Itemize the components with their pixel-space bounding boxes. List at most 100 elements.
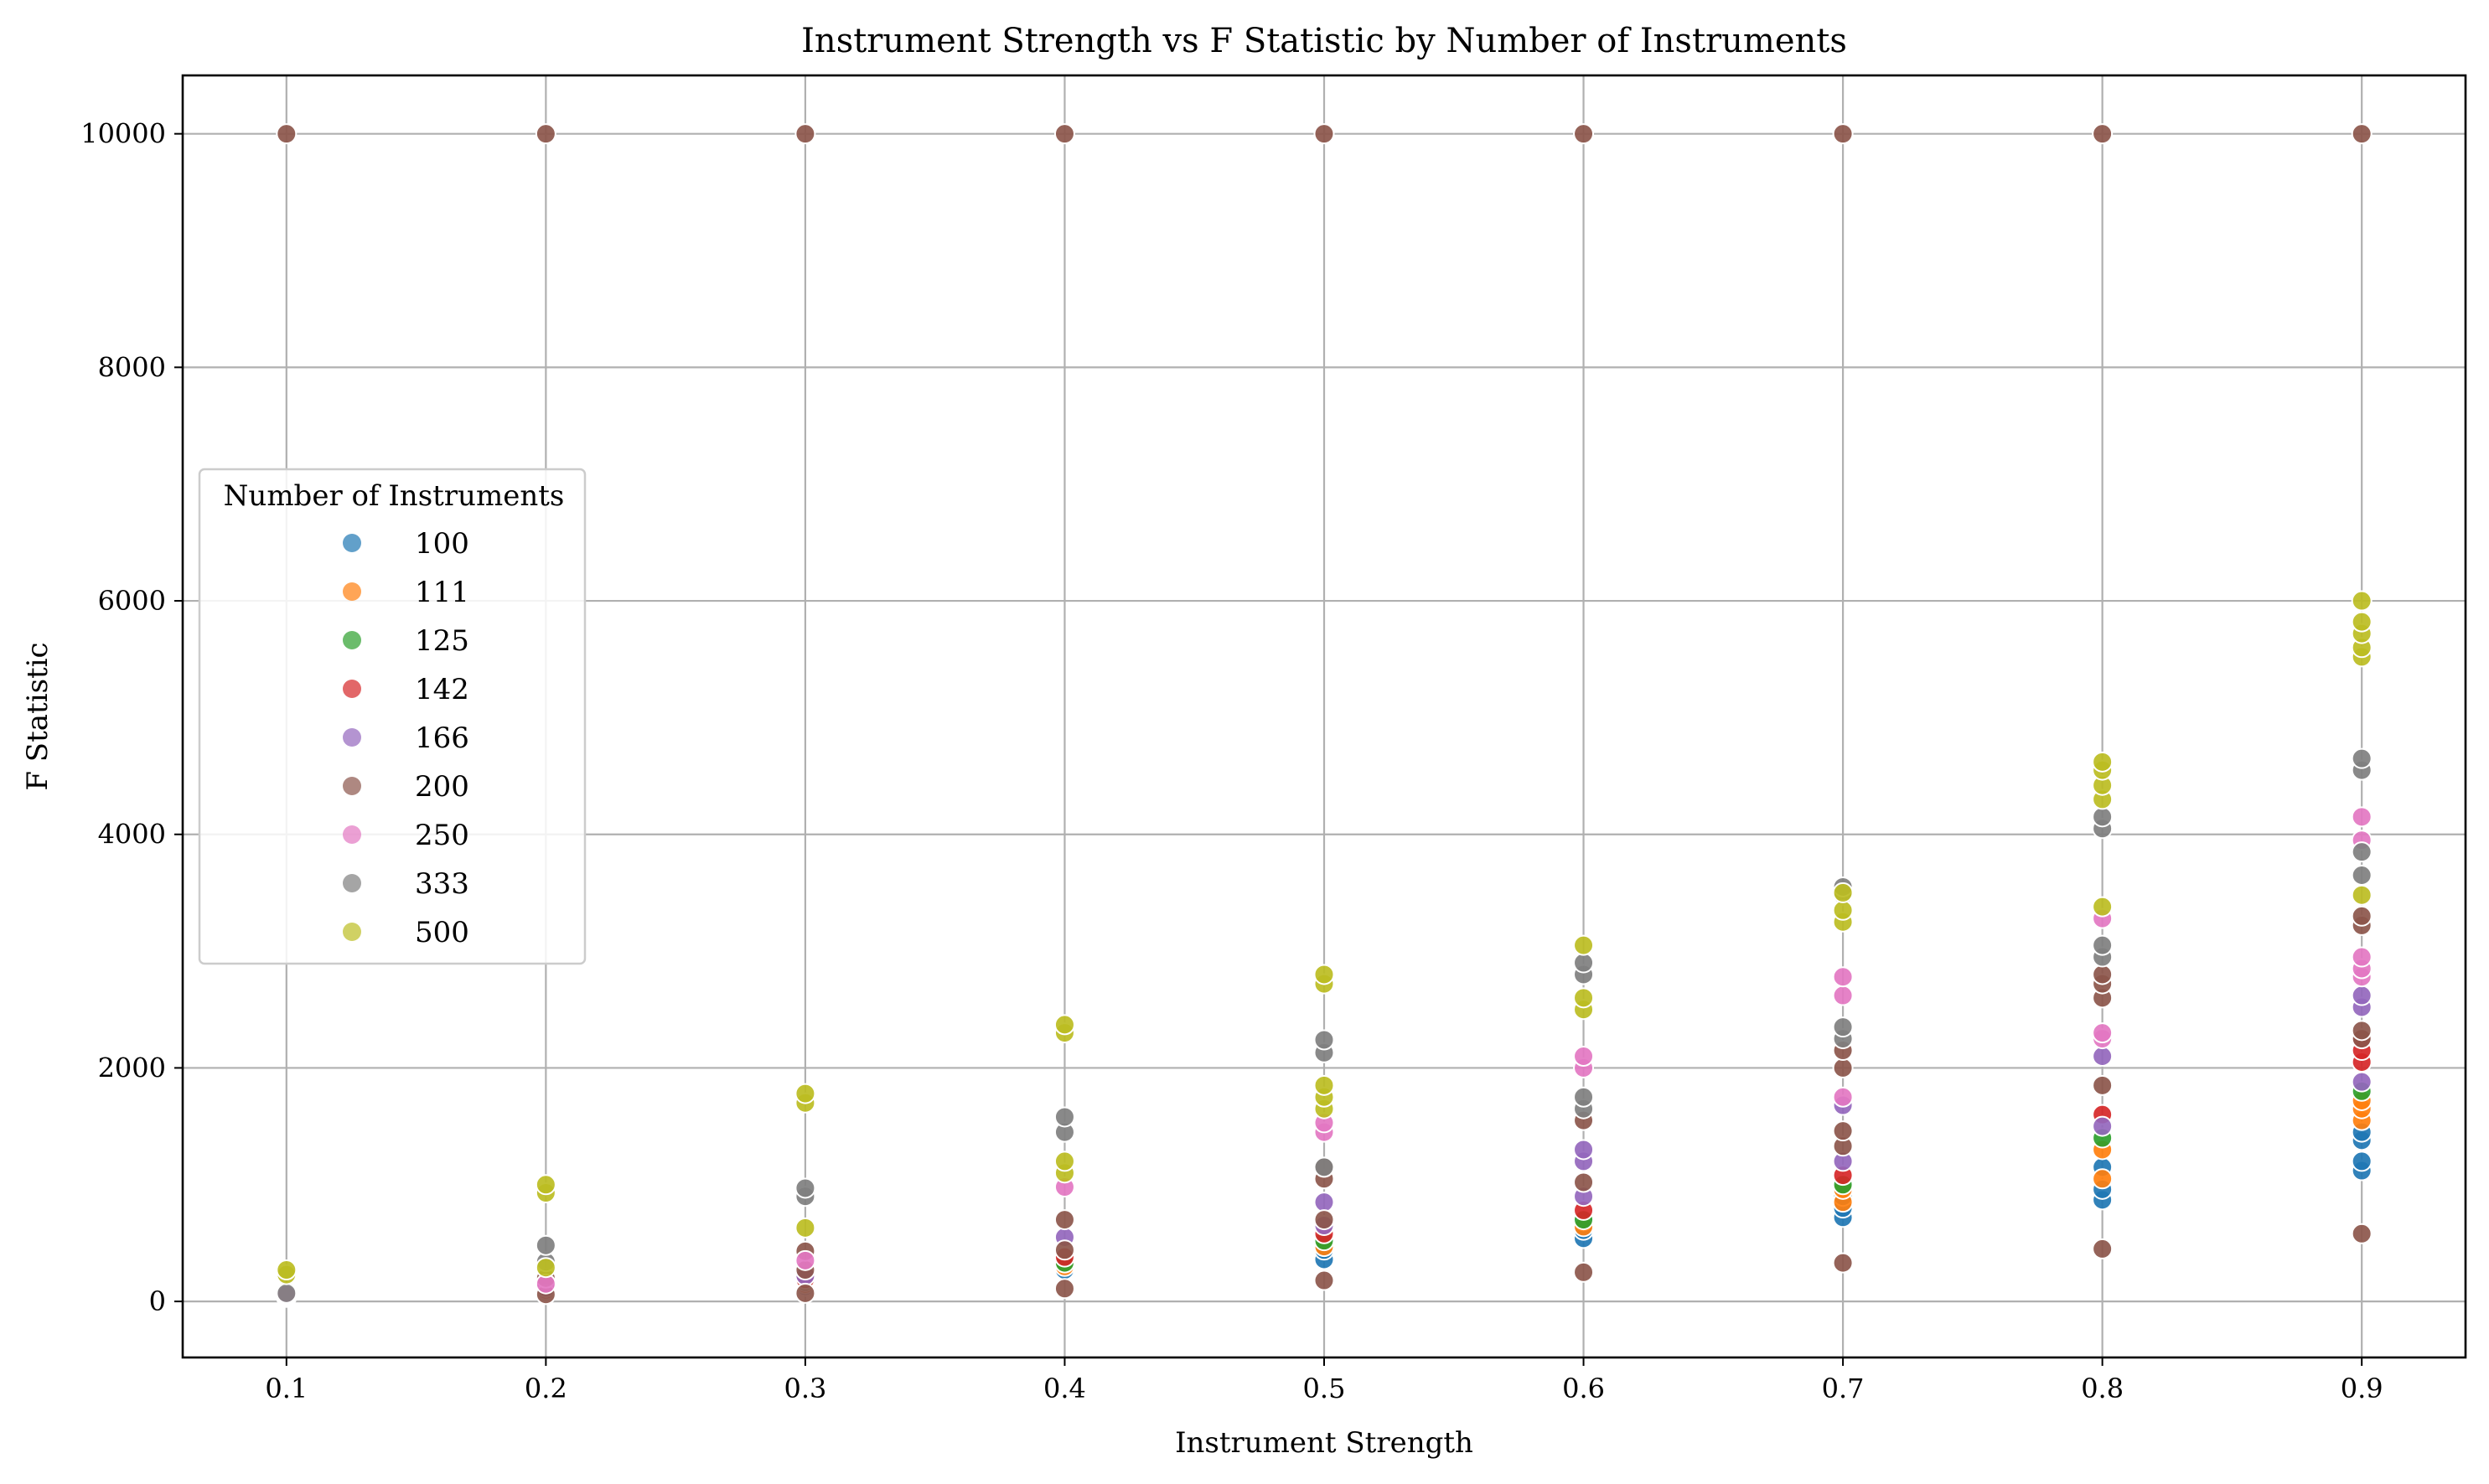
data-point [2092,1168,2114,1190]
x-tick-label: 0.4 [1043,1373,1086,1404]
data-point [1313,1074,1335,1096]
data-point [794,123,816,145]
data-point [276,1282,298,1304]
legend-label: 142 [415,673,469,706]
data-point [1313,1029,1335,1051]
data-point [276,1259,298,1280]
data-point [2351,985,2373,1006]
data-point [1313,123,1335,145]
data-point [1573,1261,1595,1283]
data-point [2351,123,2373,145]
legend-marker [343,582,361,601]
y-tick-label: 2000 [98,1052,166,1083]
data-point [1573,1086,1595,1108]
data-point [1573,123,1595,145]
data-point [2092,964,2114,985]
legend-title: Number of Instruments [224,479,565,513]
legend-marker [343,923,361,941]
legend-marker [343,680,361,698]
data-point [2351,747,2373,769]
data-point [794,1177,816,1199]
data-point [2092,806,2114,828]
data-point [794,1249,816,1271]
chart-title: Instrument Strength vs F Statistic by Nu… [801,22,1847,60]
data-point [535,123,556,145]
y-tick-label: 0 [149,1285,166,1317]
y-tick-label: 4000 [98,819,166,851]
data-point [1832,1016,1854,1038]
data-point [1573,952,1595,974]
data-point [2351,946,2373,968]
legend-marker [343,777,361,795]
data-point [2092,123,2114,145]
legend-label: 166 [415,721,469,755]
data-point [2351,865,2373,887]
legend-label: 100 [415,527,469,561]
x-tick-label: 0.3 [784,1373,826,1404]
x-axis-label: Instrument Strength [1175,1426,1473,1460]
data-point [794,1217,816,1238]
data-point [2092,751,2114,773]
data-point [2351,841,2373,863]
data-point [535,1257,556,1279]
data-point [1832,1057,1854,1078]
y-tick-label: 8000 [98,351,166,383]
data-point [1573,1171,1595,1193]
x-tick-label: 0.8 [2081,1373,2124,1404]
data-point [1053,1239,1075,1261]
legend-marker [343,534,361,552]
data-point [2092,896,2114,918]
data-point [2092,1115,2114,1137]
data-point [1053,1209,1075,1231]
data-point [2351,1071,2373,1093]
x-tick-label: 0.6 [1562,1373,1605,1404]
data-point [2351,806,2373,828]
data-point [1053,1150,1075,1172]
y-tick-label: 6000 [98,585,166,617]
x-tick-label: 0.9 [2341,1373,2383,1404]
legend-marker [343,874,361,892]
data-point [1832,1086,1854,1108]
data-point [2351,884,2373,906]
y-tick-label: 10000 [80,118,166,150]
legend-label: 111 [415,576,469,609]
data-point [535,1234,556,1256]
data-point [2092,1074,2114,1096]
axis-ticks: 0.1 0.2 0.3 0.4 0.5 0.6 0.7 0.8 0.9 0 2000 4000 6000… [80,118,2383,1404]
data-point [535,1174,556,1196]
legend-marker [343,825,361,844]
data-point [2351,1150,2373,1172]
data-point [2351,905,2373,927]
x-tick-label: 0.1 [265,1373,308,1404]
data-point [2092,934,2114,956]
data-point [794,1083,816,1104]
data-points [276,123,2373,1308]
y-axis-label: F Statistic [21,642,54,790]
data-point [1832,882,1854,903]
data-point [1573,934,1595,956]
data-point [1573,987,1595,1009]
data-point [2351,1020,2373,1042]
legend-label: 333 [415,867,469,901]
legend-label: 250 [415,819,469,852]
data-point [1573,1139,1595,1161]
x-tick-label: 0.2 [525,1373,567,1404]
x-tick-label: 0.7 [1822,1373,1865,1404]
series-500 [276,590,2373,1285]
data-point [1053,123,1075,145]
data-point [1832,123,1854,145]
legend-items: 100 111 125 142 166 200 250 333 500 [343,527,469,949]
data-point [1053,1014,1075,1036]
data-point [1053,1106,1075,1128]
legend-label: 500 [415,916,469,949]
data-point [1053,1278,1075,1300]
data-point [1313,1269,1335,1291]
data-point [2092,1045,2114,1067]
data-point [1832,966,1854,988]
data-point [2092,1022,2114,1044]
data-point [1313,1209,1335,1231]
data-point [2351,1223,2373,1244]
data-point [1313,1192,1335,1213]
data-point [1832,899,1854,921]
legend-label: 125 [415,624,469,658]
